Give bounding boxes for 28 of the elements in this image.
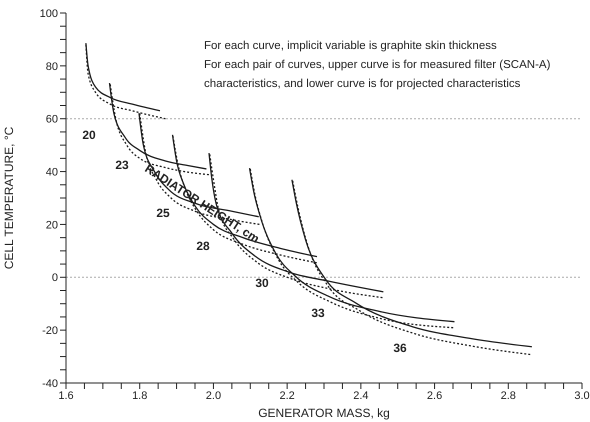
y-tick-label: -20	[42, 325, 58, 338]
annotation: 23	[115, 158, 129, 172]
y-tick-label: 40	[46, 166, 58, 178]
annotation: 30	[255, 276, 269, 290]
x-tick-label: 2.6	[426, 390, 442, 402]
y-tick-label: 0	[52, 272, 58, 284]
x-axis-title: GENERATOR MASS, kg	[258, 406, 390, 420]
y-tick-label: 20	[46, 219, 58, 232]
annotation: 33	[311, 306, 325, 320]
x-tick-label: 2.2	[279, 390, 295, 402]
annotation: 25	[156, 206, 170, 220]
annotation: For each curve, implicit variable is graphite skin thickness	[204, 40, 497, 52]
annotation: 36	[393, 341, 407, 355]
y-tick-label: 60	[46, 114, 58, 126]
x-tick-label: 3.0	[574, 390, 590, 402]
x-tick-label: 1.8	[132, 390, 148, 402]
y-tick-label: 80	[46, 60, 58, 73]
y-axis-title: CELL TEMPERATURE, °C	[2, 126, 16, 270]
x-tick-label: 2.8	[500, 390, 516, 402]
x-tick-label: 1.6	[58, 390, 74, 402]
annotation: 20	[82, 128, 96, 142]
y-tick-label: -40	[42, 378, 58, 390]
x-tick-label: 2.0	[206, 390, 222, 402]
y-tick-label: 100	[40, 8, 58, 20]
annotation: characteristics, and lower curve is for projected characteristics	[204, 78, 521, 90]
annotation: 28	[196, 239, 210, 253]
x-tick-label: 2.4	[353, 390, 369, 402]
annotation: For each pair of curves, upper curve is for measured filter (SCAN-A)	[204, 59, 551, 71]
